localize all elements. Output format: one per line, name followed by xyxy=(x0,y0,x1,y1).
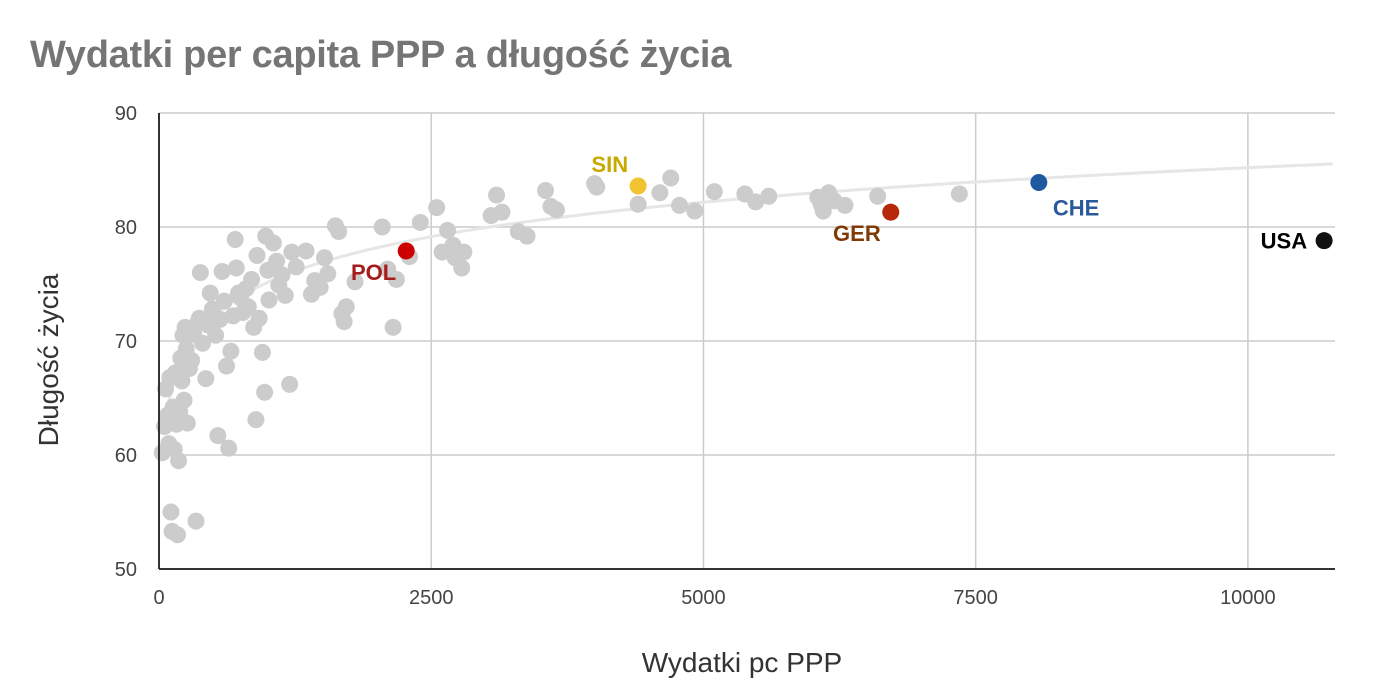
highlight-point-ger xyxy=(882,203,900,221)
country-point xyxy=(662,169,680,187)
country-point xyxy=(281,375,299,393)
country-point xyxy=(387,270,405,288)
country-point xyxy=(197,370,215,388)
gridlines xyxy=(159,112,1335,569)
y-tick-label: 50 xyxy=(115,559,137,581)
country-point xyxy=(222,342,240,360)
country-point xyxy=(950,185,968,203)
country-point xyxy=(316,249,334,267)
highlight-point-usa xyxy=(1315,232,1333,250)
country-point xyxy=(373,218,391,236)
country-point xyxy=(211,310,229,328)
country-point xyxy=(297,242,315,260)
country-point xyxy=(814,202,832,220)
x-tick-label: 2500 xyxy=(409,587,454,609)
highlight-point-che xyxy=(1030,174,1048,192)
country-point xyxy=(439,221,457,239)
country-point xyxy=(247,411,265,429)
country-point xyxy=(220,439,238,457)
country-point xyxy=(175,391,193,409)
highlight-point-sin xyxy=(629,177,647,195)
point-label-ger: GER xyxy=(833,221,881,246)
country-point xyxy=(248,247,266,264)
x-tick-label: 5000 xyxy=(681,587,726,609)
country-point xyxy=(264,234,282,252)
country-point xyxy=(250,309,268,327)
country-point xyxy=(178,414,196,432)
country-point xyxy=(201,284,219,302)
country-point xyxy=(836,196,854,214)
country-point xyxy=(760,187,778,205)
chart-title: Wydatki per capita PPP a długość życia xyxy=(30,34,732,76)
x-tick-label: 0 xyxy=(153,587,164,609)
country-point xyxy=(311,278,329,296)
country-point xyxy=(260,291,278,309)
y-tick-label: 80 xyxy=(115,217,137,239)
point-label-usa: USA xyxy=(1261,229,1308,254)
country-point xyxy=(455,243,473,261)
country-point xyxy=(256,383,274,401)
country-point xyxy=(194,334,212,352)
country-point xyxy=(213,262,231,280)
x-axis-title: Wydatki pc PPP xyxy=(642,647,842,678)
country-point xyxy=(191,264,209,282)
country-point xyxy=(183,351,201,369)
country-point xyxy=(276,286,294,304)
country-point xyxy=(384,318,402,336)
country-point xyxy=(215,292,233,310)
y-tick-label: 60 xyxy=(115,445,137,467)
country-point xyxy=(253,343,271,361)
country-point xyxy=(268,252,286,270)
country-point xyxy=(686,202,704,220)
country-point xyxy=(411,213,429,231)
country-point xyxy=(747,193,765,211)
country-point xyxy=(670,196,688,214)
country-point xyxy=(337,298,355,316)
country-point xyxy=(428,199,446,217)
country-point xyxy=(287,258,305,276)
country-point xyxy=(346,273,364,291)
country-point xyxy=(173,372,191,390)
country-point xyxy=(218,357,236,375)
country-point xyxy=(493,203,511,221)
highlighted-points: POL SIN GER CHE USA xyxy=(351,152,1333,285)
country-point xyxy=(227,259,245,277)
country-point xyxy=(488,186,506,204)
country-point xyxy=(209,427,227,445)
country-point xyxy=(453,259,471,277)
country-point xyxy=(239,298,257,316)
country-point xyxy=(330,223,348,241)
country-point xyxy=(518,227,536,245)
country-point xyxy=(588,178,606,196)
axes: 50 60 70 80 90 0 2500 5000 7500 10000 xyxy=(115,103,1335,609)
country-point xyxy=(537,182,555,200)
country-point xyxy=(629,195,647,213)
point-label-pol: POL xyxy=(351,260,396,285)
country-point xyxy=(243,270,261,288)
point-label-che: CHE xyxy=(1053,196,1099,221)
point-label-sin: SIN xyxy=(591,152,628,177)
country-point xyxy=(187,512,205,530)
country-point xyxy=(705,183,723,201)
country-point xyxy=(651,184,669,202)
country-point xyxy=(169,526,187,544)
country-point xyxy=(869,187,887,205)
highlight-point-pol xyxy=(397,242,415,260)
country-point xyxy=(162,503,180,521)
country-point xyxy=(335,313,353,331)
country-point xyxy=(170,452,188,470)
x-tick-label: 10000 xyxy=(1220,587,1276,609)
country-point xyxy=(319,265,337,283)
y-tick-label: 90 xyxy=(115,103,137,125)
y-tick-label: 70 xyxy=(115,331,137,353)
country-point xyxy=(283,243,301,261)
country-point xyxy=(273,266,291,284)
country-point xyxy=(547,201,565,219)
x-tick-label: 7500 xyxy=(953,587,998,609)
y-axis-title: Długość życia xyxy=(33,273,64,446)
country-point xyxy=(226,231,244,249)
country-point xyxy=(207,326,225,344)
